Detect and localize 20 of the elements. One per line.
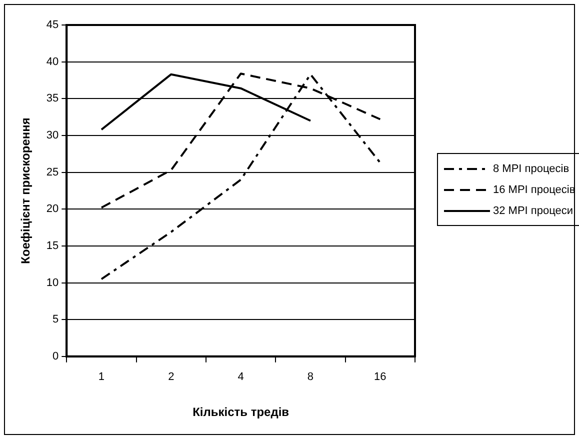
x-tick-label: 1 [98,371,105,384]
x-tick-label: 8 [307,371,314,384]
legend-label: 16 MPI процесів [493,184,576,196]
legend-label: 8 MPI процесів [493,162,570,174]
x-tick-label: 4 [238,371,244,384]
y-tick-label: 35 [46,92,59,105]
y-tick-label: 20 [46,203,59,216]
y-tick-label: 5 [52,314,59,326]
x-tick-label: 16 [374,371,386,384]
y-tick-label: 15 [46,240,59,252]
legend-label: 32 MPI процеси [493,204,574,216]
y-tick-label: 40 [46,56,59,68]
y-tick-label: 30 [46,130,59,142]
x-axis-title: Кількість тредів [192,405,290,420]
y-tick-label: 0 [52,350,59,362]
y-tick-label: 25 [46,166,59,178]
y-tick-label: 45 [46,19,59,32]
y-tick-label: 10 [46,276,59,289]
x-tick-label: 2 [168,371,174,384]
y-axis-title: Коефіцієнт прискорення [18,118,33,264]
